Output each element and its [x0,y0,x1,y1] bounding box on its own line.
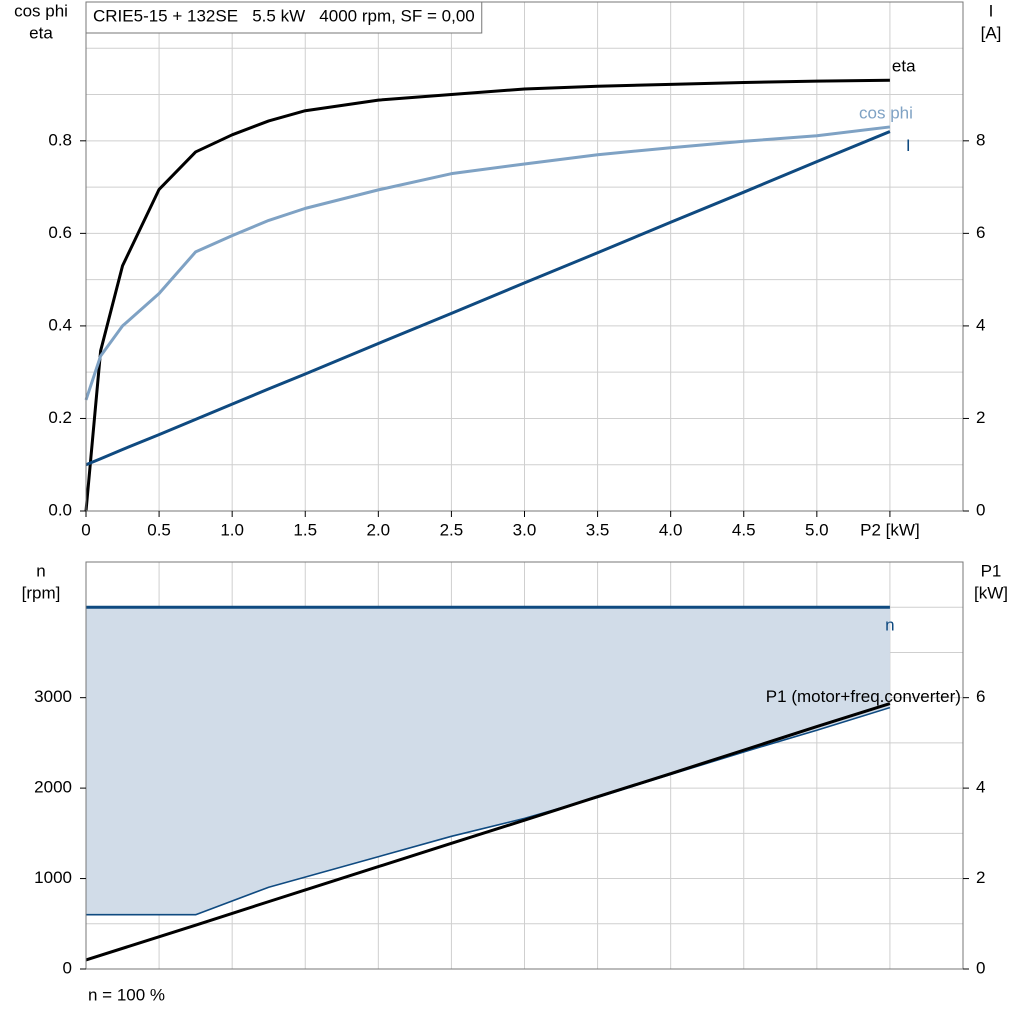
chart-title: CRIE5-15 + 132SE 5.5 kW 4000 rpm, SF = 0… [93,6,475,25]
y-tick-label: 2000 [34,778,72,797]
y2-tick-label: 4 [976,778,985,797]
series-label: P1 (motor+freq.converter) [766,687,961,706]
series-line [85,702,891,962]
x-tick-label: 0.5 [147,520,171,539]
y2-tick-label: 8 [976,130,985,149]
series-line [84,125,891,401]
y2-tick-label: 6 [976,687,985,706]
x-tick-label: 3.0 [513,520,537,539]
y2-tick-label: 2 [976,408,985,427]
series-label: I [906,136,911,155]
y2-tick-label: 0 [976,958,985,977]
y-tick-label: 0 [63,958,72,977]
y2-tick-label: 4 [976,315,985,334]
plot-border [85,561,964,970]
x-tick-label: P2 [kW] [860,520,920,539]
x-tick-label: 3.5 [586,520,610,539]
y-axis-label: cos phi [14,1,68,20]
x-tick-label: 5.0 [805,520,829,539]
x-tick-label: 2.0 [367,520,391,539]
y2-tick-label: 2 [976,868,985,887]
x-tick-label: 1.5 [293,520,317,539]
y2-axis-label: [kW] [974,583,1008,602]
y2-axis-label: P1 [981,561,1002,580]
title-box [85,1,483,34]
footnote: n = 100 % [88,985,165,1004]
x-tick-label: 1.0 [220,520,244,539]
y-tick-label: 0.4 [48,315,72,334]
series-label: n [885,616,894,635]
y-tick-label: 0.8 [48,130,72,149]
y-axis-label: eta [29,23,53,42]
series-label: cos phi [859,103,913,122]
y-tick-label: 0.2 [48,408,72,427]
y-axis-label: n [36,561,45,580]
x-tick-label: 2.5 [440,520,464,539]
y2-tick-label: 0 [976,500,985,519]
y2-axis-label: I [989,1,994,20]
y-tick-label: 0.6 [48,223,72,242]
y-tick-label: 0.0 [48,500,72,519]
y2-tick-label: 6 [976,223,985,242]
x-tick-label: 4.0 [659,520,683,539]
x-tick-label: 4.5 [732,520,756,539]
range-area [86,607,890,915]
y-tick-label: 1000 [34,868,72,887]
y-tick-label: 3000 [34,687,72,706]
series-line [85,130,891,467]
series-line [84,78,890,512]
y-axis-label: [rpm] [22,583,61,602]
series-label: eta [892,57,916,76]
y2-axis-label: [A] [981,23,1002,42]
x-tick-label: 0 [81,520,90,539]
